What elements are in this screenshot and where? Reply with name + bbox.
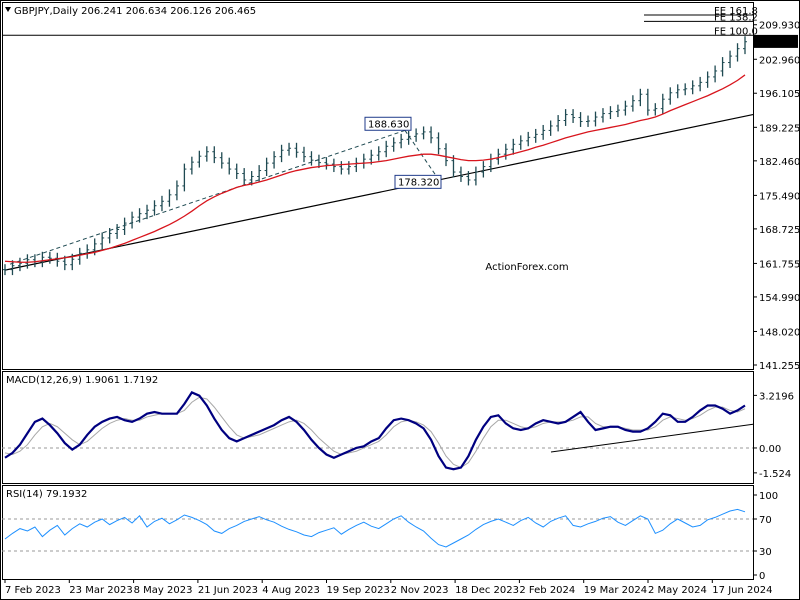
- fib-level-label: FE 100.0: [714, 26, 758, 37]
- x-tick-label: 2 Nov 2023: [391, 585, 449, 596]
- rsi-y-tick-label: 100: [759, 491, 778, 502]
- y-tick-label: 148.020: [759, 327, 800, 338]
- x-tick-label: 2 May 2024: [648, 585, 707, 596]
- macd-trendline: [550, 423, 754, 453]
- dashed-projection-line: [404, 130, 441, 182]
- y-tick-label: 196.105: [759, 89, 800, 100]
- rsi-line: [4, 508, 746, 548]
- watermark: ActionForex.com: [485, 262, 568, 273]
- rsi-header: RSI(14) 79.1932: [6, 489, 87, 500]
- fib-level-label: FE 138.2: [714, 12, 758, 23]
- x-tick-label: 7 Feb 2023: [5, 585, 61, 596]
- rsi-y-tick-label: 70: [759, 515, 772, 526]
- y-tick-label: 182.460: [759, 157, 800, 168]
- y-tick-label: 161.755: [759, 259, 800, 270]
- annotation-box: [364, 116, 412, 131]
- rsi-y-tick-label: 0: [759, 571, 765, 582]
- x-tick-label: 23 Mar 2023: [69, 585, 132, 596]
- x-tick-label: 19 Mar 2024: [584, 585, 647, 596]
- annotation-high-label: 188.630: [368, 119, 409, 130]
- x-tick-label: 17 Jun 2024: [712, 585, 772, 596]
- pane-rsi: [2, 485, 754, 580]
- macd-line: [4, 391, 746, 471]
- y-tick-label: 141.255: [759, 361, 800, 372]
- macd-y-tick-label: 0.00: [759, 444, 781, 455]
- y-tick-label: 154.990: [759, 293, 800, 304]
- x-tick-label: 2 Feb 2024: [519, 585, 575, 596]
- y-tick-label: 189.225: [759, 123, 800, 134]
- y-tick-label: 175.490: [759, 191, 800, 202]
- macd-header: MACD(12,26,9) 1.9061 1.7192: [6, 375, 158, 386]
- macd-y-tick-label: -1.524: [759, 469, 791, 480]
- x-tick-label: 21 Jun 2023: [198, 585, 258, 596]
- fib-level-label: FE 161.8: [714, 6, 758, 17]
- x-tick-label: 19 Sep 2023: [327, 585, 390, 596]
- x-tick-label: 8 May 2023: [134, 585, 193, 596]
- last-price-tag: [754, 34, 798, 48]
- support-trendline: [4, 113, 754, 271]
- rsi-y-tick-label: 30: [759, 547, 772, 558]
- header-triangle-icon: [5, 7, 11, 12]
- y-tick-label: 202.960: [759, 55, 800, 66]
- annotation-box: [394, 174, 442, 189]
- pane-macd: [2, 371, 754, 484]
- last-price-label: 206.465: [757, 38, 798, 49]
- y-tick-label: 168.725: [759, 225, 800, 236]
- x-tick-label: 18 Dec 2023: [455, 585, 519, 596]
- pane-main: [2, 2, 754, 370]
- x-tick-label: 4 Aug 2023: [262, 585, 320, 596]
- annotation-low-label: 178.320: [398, 177, 439, 188]
- macd-y-tick-label: 3.2196: [759, 391, 794, 402]
- main-header: GBPJPY,Daily 206.241 206.634 206.126 206…: [14, 6, 256, 17]
- price-series: [3, 36, 747, 276]
- moving-average-line: [4, 74, 746, 263]
- y-tick-label: 209.930: [759, 21, 800, 32]
